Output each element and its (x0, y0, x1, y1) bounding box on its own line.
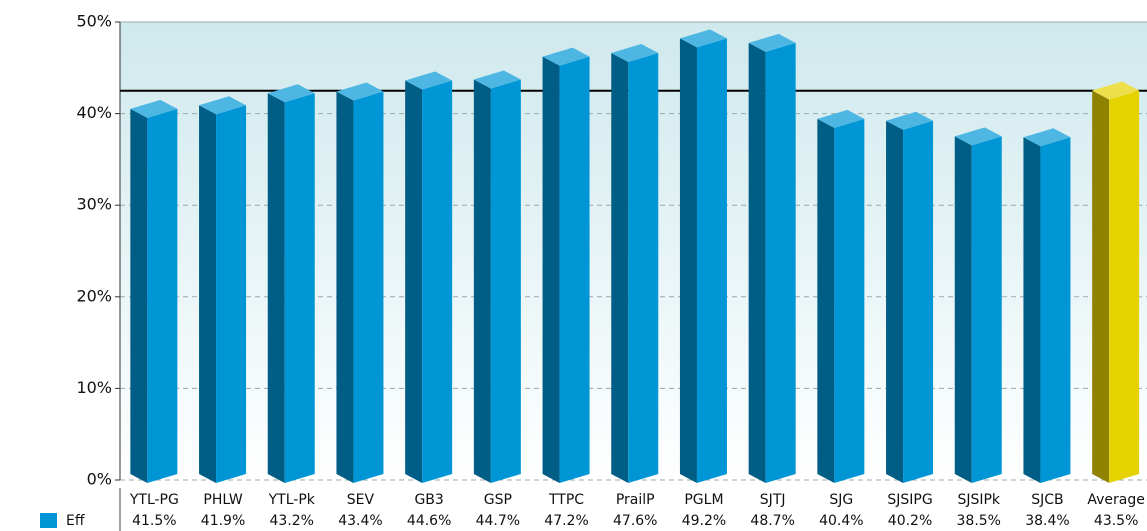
x-tick-label: SJCB (1031, 492, 1063, 508)
bar (542, 47, 590, 483)
bar-right-face (216, 105, 247, 484)
bar-top-face (679, 29, 727, 48)
bar-left-face (130, 108, 148, 484)
bar-top-face (886, 111, 934, 130)
x-tick-label: PrailP (616, 492, 655, 508)
x-tick-label: SJSIPG (887, 492, 932, 508)
legend-label: Eff (66, 513, 85, 529)
bar-left-face (542, 56, 560, 483)
data-label: 38.5% (957, 513, 1001, 529)
data-label: 43.5% (1094, 513, 1138, 529)
bar (473, 70, 521, 483)
bar (817, 109, 865, 483)
x-tick-label: PHLW (203, 492, 242, 508)
legend-swatch (40, 513, 57, 528)
bar-top-face (817, 109, 865, 128)
y-tick-label: 30% (76, 195, 112, 214)
data-label: 41.9% (201, 513, 245, 529)
bar-right-face (559, 56, 590, 483)
bar (679, 29, 727, 483)
x-tick-label: SJG (829, 492, 853, 508)
x-tick-label: SJTJ (760, 492, 786, 508)
bar-right-face (1040, 137, 1071, 484)
data-label: 38.4% (1025, 513, 1069, 529)
bar-top-face (267, 84, 315, 103)
bar (405, 71, 453, 484)
bar-right-face (696, 38, 727, 483)
bar (886, 111, 934, 483)
bar-left-face (611, 52, 629, 483)
bar-left-face (748, 42, 766, 484)
x-tick-label: GB3 (414, 492, 443, 508)
bar-top-face (130, 99, 178, 118)
bar (130, 99, 178, 484)
bar-right-face (971, 136, 1002, 483)
bar-top-face (1092, 81, 1140, 100)
bar-left-face (336, 91, 354, 484)
bar (1092, 81, 1140, 483)
x-tick-label: YTL-Pk (268, 492, 316, 508)
y-tick-label: 0% (87, 470, 112, 489)
x-tick-label: YTL-PG (129, 492, 179, 508)
bar (611, 43, 659, 483)
bar-left-face (1023, 137, 1041, 484)
data-label: 44.7% (476, 513, 520, 529)
bar-right-face (490, 79, 521, 483)
bar-left-face (679, 38, 697, 483)
bar-left-face (886, 120, 904, 483)
data-label: 48.7% (750, 513, 794, 529)
bar-right-face (422, 80, 453, 484)
data-label: 40.2% (888, 513, 932, 529)
bar-left-face (405, 80, 423, 484)
x-tick-label: SJSIPk (957, 492, 1000, 508)
data-label: 47.2% (544, 513, 588, 529)
bar-right-face (765, 42, 796, 484)
bar (267, 84, 315, 484)
bar (336, 82, 384, 484)
x-tick-label: Average (1087, 492, 1145, 508)
bar-top-face (1023, 128, 1071, 147)
bar (954, 127, 1002, 483)
data-label: 44.6% (407, 513, 451, 529)
bar-right-face (1109, 90, 1140, 483)
data-label: 43.2% (270, 513, 314, 529)
bar-top-face (954, 127, 1002, 146)
x-tick-label: TTPC (548, 492, 584, 508)
bar-left-face (267, 93, 285, 484)
data-label: 40.4% (819, 513, 863, 529)
bar-top-face (473, 70, 521, 89)
bar-top-face (199, 96, 247, 115)
bar-right-face (284, 93, 315, 484)
data-label: 47.6% (613, 513, 657, 529)
y-tick-label: 10% (76, 378, 112, 397)
bar-top-face (611, 43, 659, 62)
bar-right-face (353, 91, 384, 484)
x-tick-label: PGLM (684, 492, 723, 508)
bar-right-face (903, 120, 934, 483)
bar-top-face (405, 71, 453, 90)
data-label: 49.2% (682, 513, 726, 529)
bar-top-face (748, 33, 796, 52)
y-tick-label: 40% (76, 103, 112, 122)
x-tick-label: SEV (347, 492, 375, 508)
bar-right-face (834, 118, 865, 483)
bar (1023, 128, 1071, 484)
y-tick-label: 20% (76, 286, 112, 305)
bar-right-face (147, 108, 178, 484)
bar-left-face (954, 136, 972, 483)
bar-left-face (473, 79, 491, 483)
x-tick-label: GSP (484, 492, 512, 508)
bar-right-face (628, 52, 659, 483)
bar-left-face (199, 105, 217, 484)
bar (199, 96, 247, 484)
bar-left-face (817, 118, 835, 483)
bar-top-face (336, 82, 384, 101)
y-tick-label: 50% (76, 12, 112, 31)
bar-top-face (542, 47, 590, 66)
bar-left-face (1092, 90, 1110, 483)
data-label: 43.4% (338, 513, 382, 529)
bar (748, 33, 796, 484)
data-label: 41.5% (132, 513, 176, 529)
